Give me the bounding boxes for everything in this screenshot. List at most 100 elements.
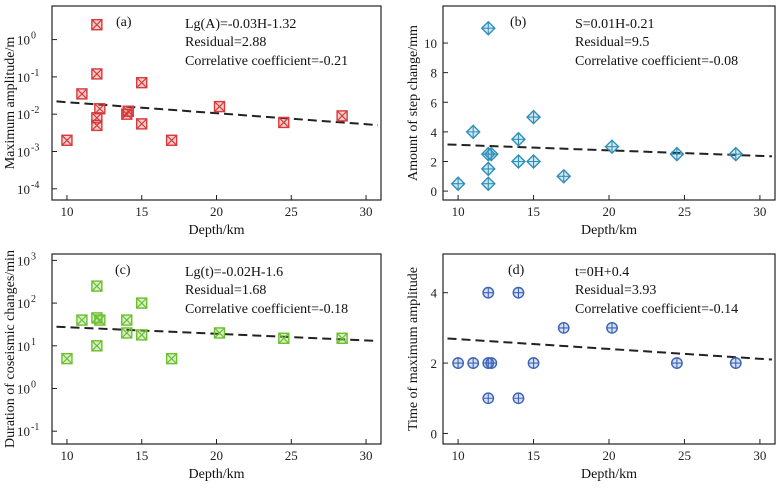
y-tick-exponent: 0 xyxy=(31,379,36,390)
y-tick-label: 10 xyxy=(17,424,30,439)
y-tick-label: 0 xyxy=(431,426,438,441)
x-tick-label: 25 xyxy=(678,448,691,463)
x-tick-label: 15 xyxy=(135,204,148,219)
data-point xyxy=(465,124,481,140)
data-point xyxy=(91,112,103,124)
y-tick-label: 10 xyxy=(17,33,30,48)
data-point xyxy=(213,100,226,113)
x-axis-label: Depth/km xyxy=(189,223,245,238)
data-point xyxy=(94,103,106,115)
x-tick-label: 20 xyxy=(210,448,223,463)
y-tick-label: 10 xyxy=(17,145,30,160)
y-tick-exponent: 1 xyxy=(31,337,36,348)
x-tick-label: 10 xyxy=(452,204,465,219)
x-tick-label: 15 xyxy=(135,448,148,463)
x-axis-label: Depth/km xyxy=(189,467,245,482)
panel-b: 10 15 20 25 30 0 2 4 6 8 10 Depth/km Amount of step … xyxy=(406,5,776,238)
data-point xyxy=(122,105,134,117)
data-point xyxy=(604,139,620,155)
x-tick-label: 10 xyxy=(60,448,73,463)
x-axis-label: Depth/km xyxy=(581,467,637,482)
data-point xyxy=(480,176,496,192)
data-point xyxy=(606,321,618,334)
data-point xyxy=(136,118,148,130)
data-point xyxy=(336,332,348,344)
panel-label: (b) xyxy=(510,15,527,30)
data-point xyxy=(91,119,103,132)
data-point xyxy=(450,176,466,192)
data-point xyxy=(61,352,73,365)
data-point xyxy=(165,352,178,365)
data-point xyxy=(480,161,496,177)
y-tick-label: 10 xyxy=(424,36,437,51)
x-axis-label: Depth/km xyxy=(581,223,637,238)
data-point xyxy=(527,357,540,369)
data-point xyxy=(671,357,683,369)
y-tick-exponent: 2 xyxy=(31,294,36,305)
data-point xyxy=(485,357,498,369)
y-tick-label: 2 xyxy=(431,154,438,169)
data-point xyxy=(510,131,526,147)
data-point xyxy=(136,329,148,341)
data-point xyxy=(91,280,103,292)
residual-text: Residual=9.5 xyxy=(575,35,649,50)
data-point xyxy=(278,116,290,129)
y-tick-label: 10 xyxy=(17,339,30,354)
data-point xyxy=(336,110,348,122)
data-point xyxy=(136,297,148,309)
x-tick-label: 25 xyxy=(285,204,298,219)
y-axis-label: Time of maximum amplitude xyxy=(406,267,421,431)
y-tick-label: 4 xyxy=(431,125,438,140)
correlation-text: Correlative coefficient=-0.21 xyxy=(185,54,348,69)
x-tick-label: 30 xyxy=(753,204,766,219)
data-point xyxy=(510,154,526,169)
data-point xyxy=(526,154,542,169)
x-tick-label: 20 xyxy=(603,204,616,219)
x-tick-label: 15 xyxy=(527,448,540,463)
regression-line xyxy=(447,337,773,361)
residual-text: Residual=1.68 xyxy=(185,283,266,298)
y-tick-label: 4 xyxy=(431,286,438,301)
data-point xyxy=(76,88,88,100)
correlation-text: Correlative coefficient=-0.08 xyxy=(575,54,738,69)
x-tick-label: 30 xyxy=(753,448,766,463)
data-point xyxy=(729,357,742,369)
regression-line xyxy=(56,100,379,127)
data-point xyxy=(278,332,290,344)
y-tick-exponent: 3 xyxy=(31,251,36,262)
panel-d: 10 15 20 25 30 0 2 4 Depth/km Time of maximum amp… xyxy=(406,253,776,482)
y-tick-exponent: -2 xyxy=(31,105,39,116)
regression-equation: Lg(A)=-0.03H-1.32 xyxy=(185,17,296,32)
x-tick-label: 15 xyxy=(527,204,540,219)
panel-label: (d) xyxy=(508,263,525,278)
y-tick-exponent: -1 xyxy=(31,422,39,433)
data-point xyxy=(557,321,570,334)
data-point xyxy=(121,314,133,326)
x-tick-label: 25 xyxy=(285,448,298,463)
residual-text: Residual=3.93 xyxy=(575,283,656,298)
y-tick-label: 10 xyxy=(17,381,30,396)
data-point xyxy=(213,327,226,339)
regression-equation: t=0H+0.4 xyxy=(575,265,629,280)
data-point xyxy=(482,392,495,405)
data-point xyxy=(91,68,103,80)
regression-equation: Lg(t)=-0.02H-1.6 xyxy=(185,265,283,280)
data-point xyxy=(91,340,103,352)
data-point xyxy=(526,109,542,125)
data-point xyxy=(483,146,499,162)
y-tick-exponent: 0 xyxy=(31,31,36,42)
y-tick-label: 8 xyxy=(431,66,438,81)
panel-label: (a) xyxy=(116,15,132,30)
y-tick-exponent: -4 xyxy=(31,180,39,191)
y-tick-exponent: -3 xyxy=(31,143,39,154)
y-tick-label: 10 xyxy=(17,107,30,122)
y-tick-label: 10 xyxy=(17,182,30,197)
y-axis-label: Amount of step change/mm xyxy=(406,25,421,181)
y-axis-label: Maximum amplitude/m xyxy=(3,37,18,170)
x-tick-label: 10 xyxy=(452,448,465,463)
correlation-text: Correlative coefficient=-0.14 xyxy=(575,302,738,317)
data-point xyxy=(94,314,106,326)
regression-line xyxy=(56,325,379,342)
